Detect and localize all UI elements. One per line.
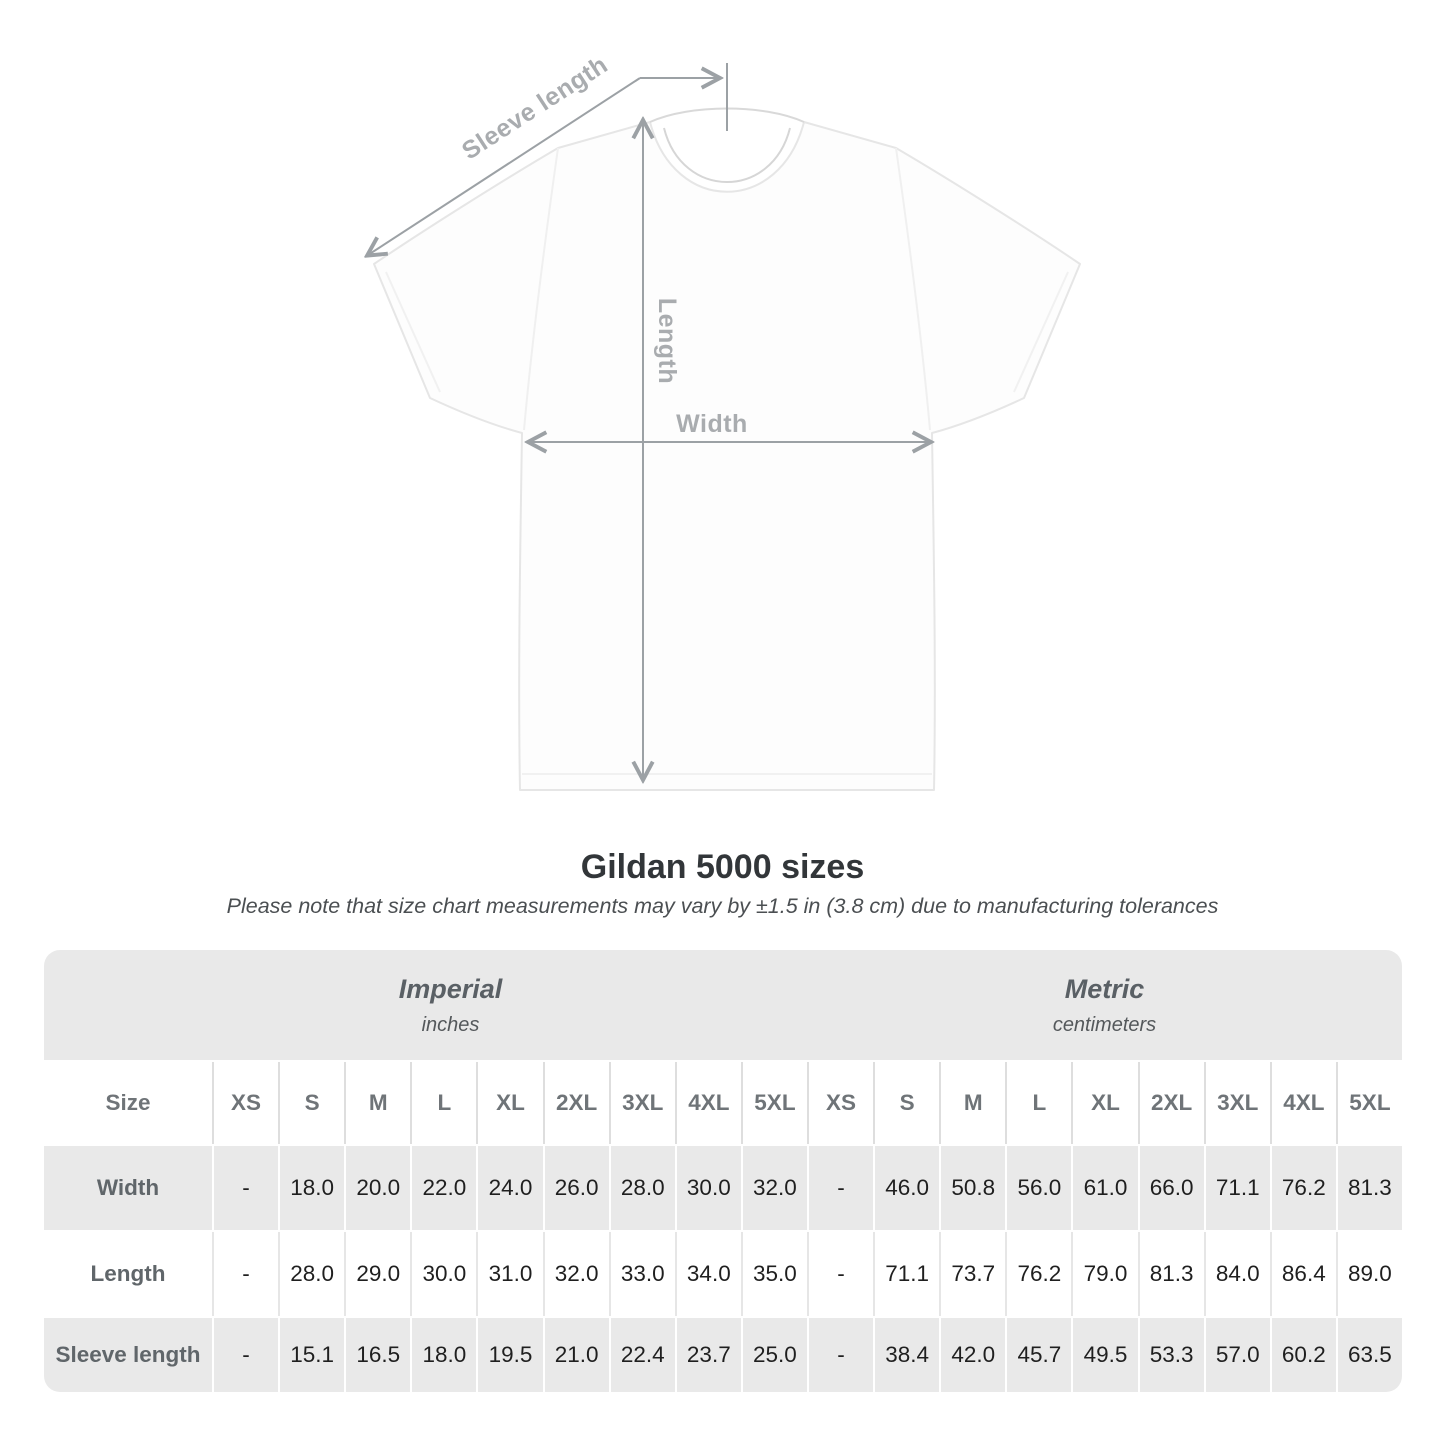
sleeve-imperial-5xl: 25.0 [740, 1318, 807, 1392]
imperial-label: Imperial [398, 973, 503, 1004]
width-imperial-5xl: 32.0 [740, 1146, 807, 1230]
col-header-imperial-3xl: 3XL [608, 1062, 675, 1144]
col-header-imperial-s: S [278, 1062, 344, 1144]
col-header-imperial-5xl: 5XL [740, 1062, 807, 1144]
col-header-imperial-m: M [344, 1062, 410, 1144]
row-label-length: Length [44, 1232, 212, 1316]
length-imperial-xl: 31.0 [476, 1232, 543, 1316]
width-imperial-s: 18.0 [278, 1146, 345, 1230]
length-metric-3xl: 84.0 [1203, 1232, 1270, 1316]
tshirt-diagram-svg: Sleeve length Length Width [0, 51, 1081, 791]
right-cuff-line [1013, 271, 1069, 393]
width-imperial-2xl: 26.0 [542, 1146, 609, 1230]
width-metric-5xl: 81.3 [1335, 1146, 1402, 1230]
sleeve-imperial-xl: 19.5 [476, 1318, 543, 1392]
sleeve-imperial-m: 16.5 [344, 1318, 411, 1392]
sleeve-imperial-xs: - [212, 1318, 279, 1392]
col-header-imperial-xs: XS [212, 1062, 278, 1144]
sleeve-metric-s: 38.4 [873, 1318, 940, 1392]
size-column-header: Size [105, 1090, 151, 1115]
width-metric-xs: - [807, 1146, 874, 1230]
imperial-unit-label: inches [421, 1013, 480, 1036]
tolerance-note: Please note that size chart measurements… [226, 894, 1219, 918]
length-imperial-m: 29.0 [344, 1232, 411, 1316]
length-imperial-5xl: 35.0 [740, 1232, 807, 1316]
length-metric-4xl: 86.4 [1269, 1232, 1336, 1316]
size-table: Imperial inches Metric centimeters Size … [44, 950, 1402, 1392]
sleeve-imperial-s: 15.1 [278, 1318, 345, 1392]
length-imperial-l: 30.0 [410, 1232, 477, 1316]
width-imperial-xl: 24.0 [476, 1146, 543, 1230]
length-imperial-3xl: 33.0 [608, 1232, 675, 1316]
width-metric-2xl: 66.0 [1137, 1146, 1204, 1230]
left-cuff-line [385, 271, 441, 393]
caption-block: Gildan 5000 sizes Please note that size … [0, 847, 1445, 919]
tshirt-measurement-diagram: Sleeve length Length Width [0, 51, 1081, 791]
width-label: Width [676, 410, 748, 438]
sleeve-imperial-4xl: 23.7 [674, 1318, 741, 1392]
col-header-metric-xs: XS [807, 1062, 873, 1144]
col-header-imperial-4xl: 4XL [674, 1062, 741, 1144]
col-header-metric-xl: XL [1071, 1062, 1137, 1144]
col-header-metric-5xl: 5XL [1335, 1062, 1402, 1144]
length-metric-s: 71.1 [873, 1232, 940, 1316]
row-label-sleeve-length: Sleeve length [44, 1318, 212, 1392]
width-metric-xl: 61.0 [1071, 1146, 1138, 1230]
width-metric-4xl: 76.2 [1269, 1146, 1336, 1230]
imperial-section-header: Imperial inches [44, 950, 807, 1060]
sleeve-metric-3xl: 57.0 [1203, 1318, 1270, 1392]
col-header-metric-3xl: 3XL [1203, 1062, 1270, 1144]
sleeve-metric-5xl: 63.5 [1335, 1318, 1402, 1392]
width-imperial-4xl: 30.0 [674, 1146, 741, 1230]
length-metric-2xl: 81.3 [1137, 1232, 1204, 1316]
length-imperial-s: 28.0 [278, 1232, 345, 1316]
width-metric-m: 50.8 [939, 1146, 1006, 1230]
col-header-metric-s: S [873, 1062, 939, 1144]
sleeve-metric-xl: 49.5 [1071, 1318, 1138, 1392]
length-imperial-4xl: 34.0 [674, 1232, 741, 1316]
tshirt-illustration [373, 121, 1081, 791]
col-header-metric-4xl: 4XL [1269, 1062, 1336, 1144]
width-imperial-l: 22.0 [410, 1146, 477, 1230]
width-imperial-xs: - [212, 1146, 279, 1230]
width-metric-l: 56.0 [1005, 1146, 1072, 1230]
length-imperial-2xl: 32.0 [542, 1232, 609, 1316]
width-metric-s: 46.0 [873, 1146, 940, 1230]
col-header-metric-l: L [1005, 1062, 1071, 1144]
length-metric-xl: 79.0 [1071, 1232, 1138, 1316]
sleeve-imperial-3xl: 22.4 [608, 1318, 675, 1392]
sleeve-metric-xs: - [807, 1318, 874, 1392]
page-title: Gildan 5000 sizes [580, 848, 865, 886]
col-header-metric-2xl: 2XL [1137, 1062, 1204, 1144]
length-metric-l: 76.2 [1005, 1232, 1072, 1316]
length-metric-xs: - [807, 1232, 874, 1316]
length-metric-5xl: 89.0 [1335, 1232, 1402, 1316]
sleeve-metric-4xl: 60.2 [1269, 1318, 1336, 1392]
metric-label: Metric [1064, 973, 1145, 1004]
right-sleeve-seam [895, 147, 931, 431]
metric-unit-label: centimeters [1052, 1013, 1157, 1036]
col-header-imperial-l: L [410, 1062, 476, 1144]
length-imperial-xs: - [212, 1232, 279, 1316]
sleeve-metric-l: 45.7 [1005, 1318, 1072, 1392]
col-header-imperial-2xl: 2XL [542, 1062, 609, 1144]
left-sleeve-seam [523, 147, 559, 431]
sleeve-metric-2xl: 53.3 [1137, 1318, 1204, 1392]
width-metric-3xl: 71.1 [1203, 1146, 1270, 1230]
row-label-width: Width [44, 1146, 212, 1230]
col-header-metric-m: M [939, 1062, 1005, 1144]
width-imperial-3xl: 28.0 [608, 1146, 675, 1230]
length-label: Length [653, 298, 681, 384]
sleeve-length-dimension-diagonal [368, 77, 641, 255]
length-metric-m: 73.7 [939, 1232, 1006, 1316]
collar-inner-edge [663, 127, 791, 183]
sleeve-metric-m: 42.0 [939, 1318, 1006, 1392]
metric-section-header: Metric centimeters [807, 950, 1402, 1060]
sleeve-imperial-l: 18.0 [410, 1318, 477, 1392]
col-header-imperial-xl: XL [476, 1062, 542, 1144]
sleeve-imperial-2xl: 21.0 [542, 1318, 609, 1392]
width-imperial-m: 20.0 [344, 1146, 411, 1230]
